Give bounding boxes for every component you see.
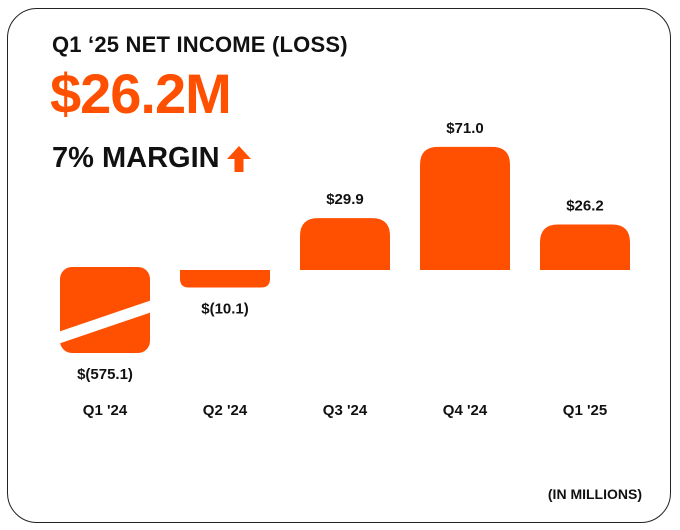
arrow-up-icon — [226, 145, 251, 172]
data-label-q1-25: $26.2 — [566, 198, 604, 215]
margin-label: 7% MARGIN — [52, 142, 220, 174]
chart-title: Q1 ‘25 NET INCOME (LOSS) — [52, 32, 348, 57]
net-income-value: $26.2M — [50, 62, 232, 125]
tick-label-q1-24: Q1 '24 — [83, 402, 128, 419]
tick-label-q4-24: Q4 '24 — [443, 402, 488, 419]
tick-label-q1-25: Q1 '25 — [563, 402, 607, 419]
axis-break-q1-24 — [58, 300, 152, 344]
bar-q4-24 — [420, 146, 510, 270]
bar-q3-24 — [300, 218, 390, 270]
tick-label-q3-24: Q3 '24 — [323, 402, 368, 419]
bar-q1-25 — [540, 224, 630, 270]
units-note: (IN MILLIONS) — [547, 486, 642, 502]
data-label-q2-24: $(10.1) — [201, 301, 249, 318]
margin-indicator: 7% MARGIN — [52, 144, 252, 173]
data-label-q1-24: $(575.1) — [77, 366, 133, 383]
data-label-q3-24: $29.9 — [326, 191, 364, 208]
data-label-q4-24: $71.0 — [446, 120, 484, 137]
tick-label-q2-24: Q2 '24 — [203, 402, 248, 419]
bar-q2-24 — [180, 270, 270, 288]
